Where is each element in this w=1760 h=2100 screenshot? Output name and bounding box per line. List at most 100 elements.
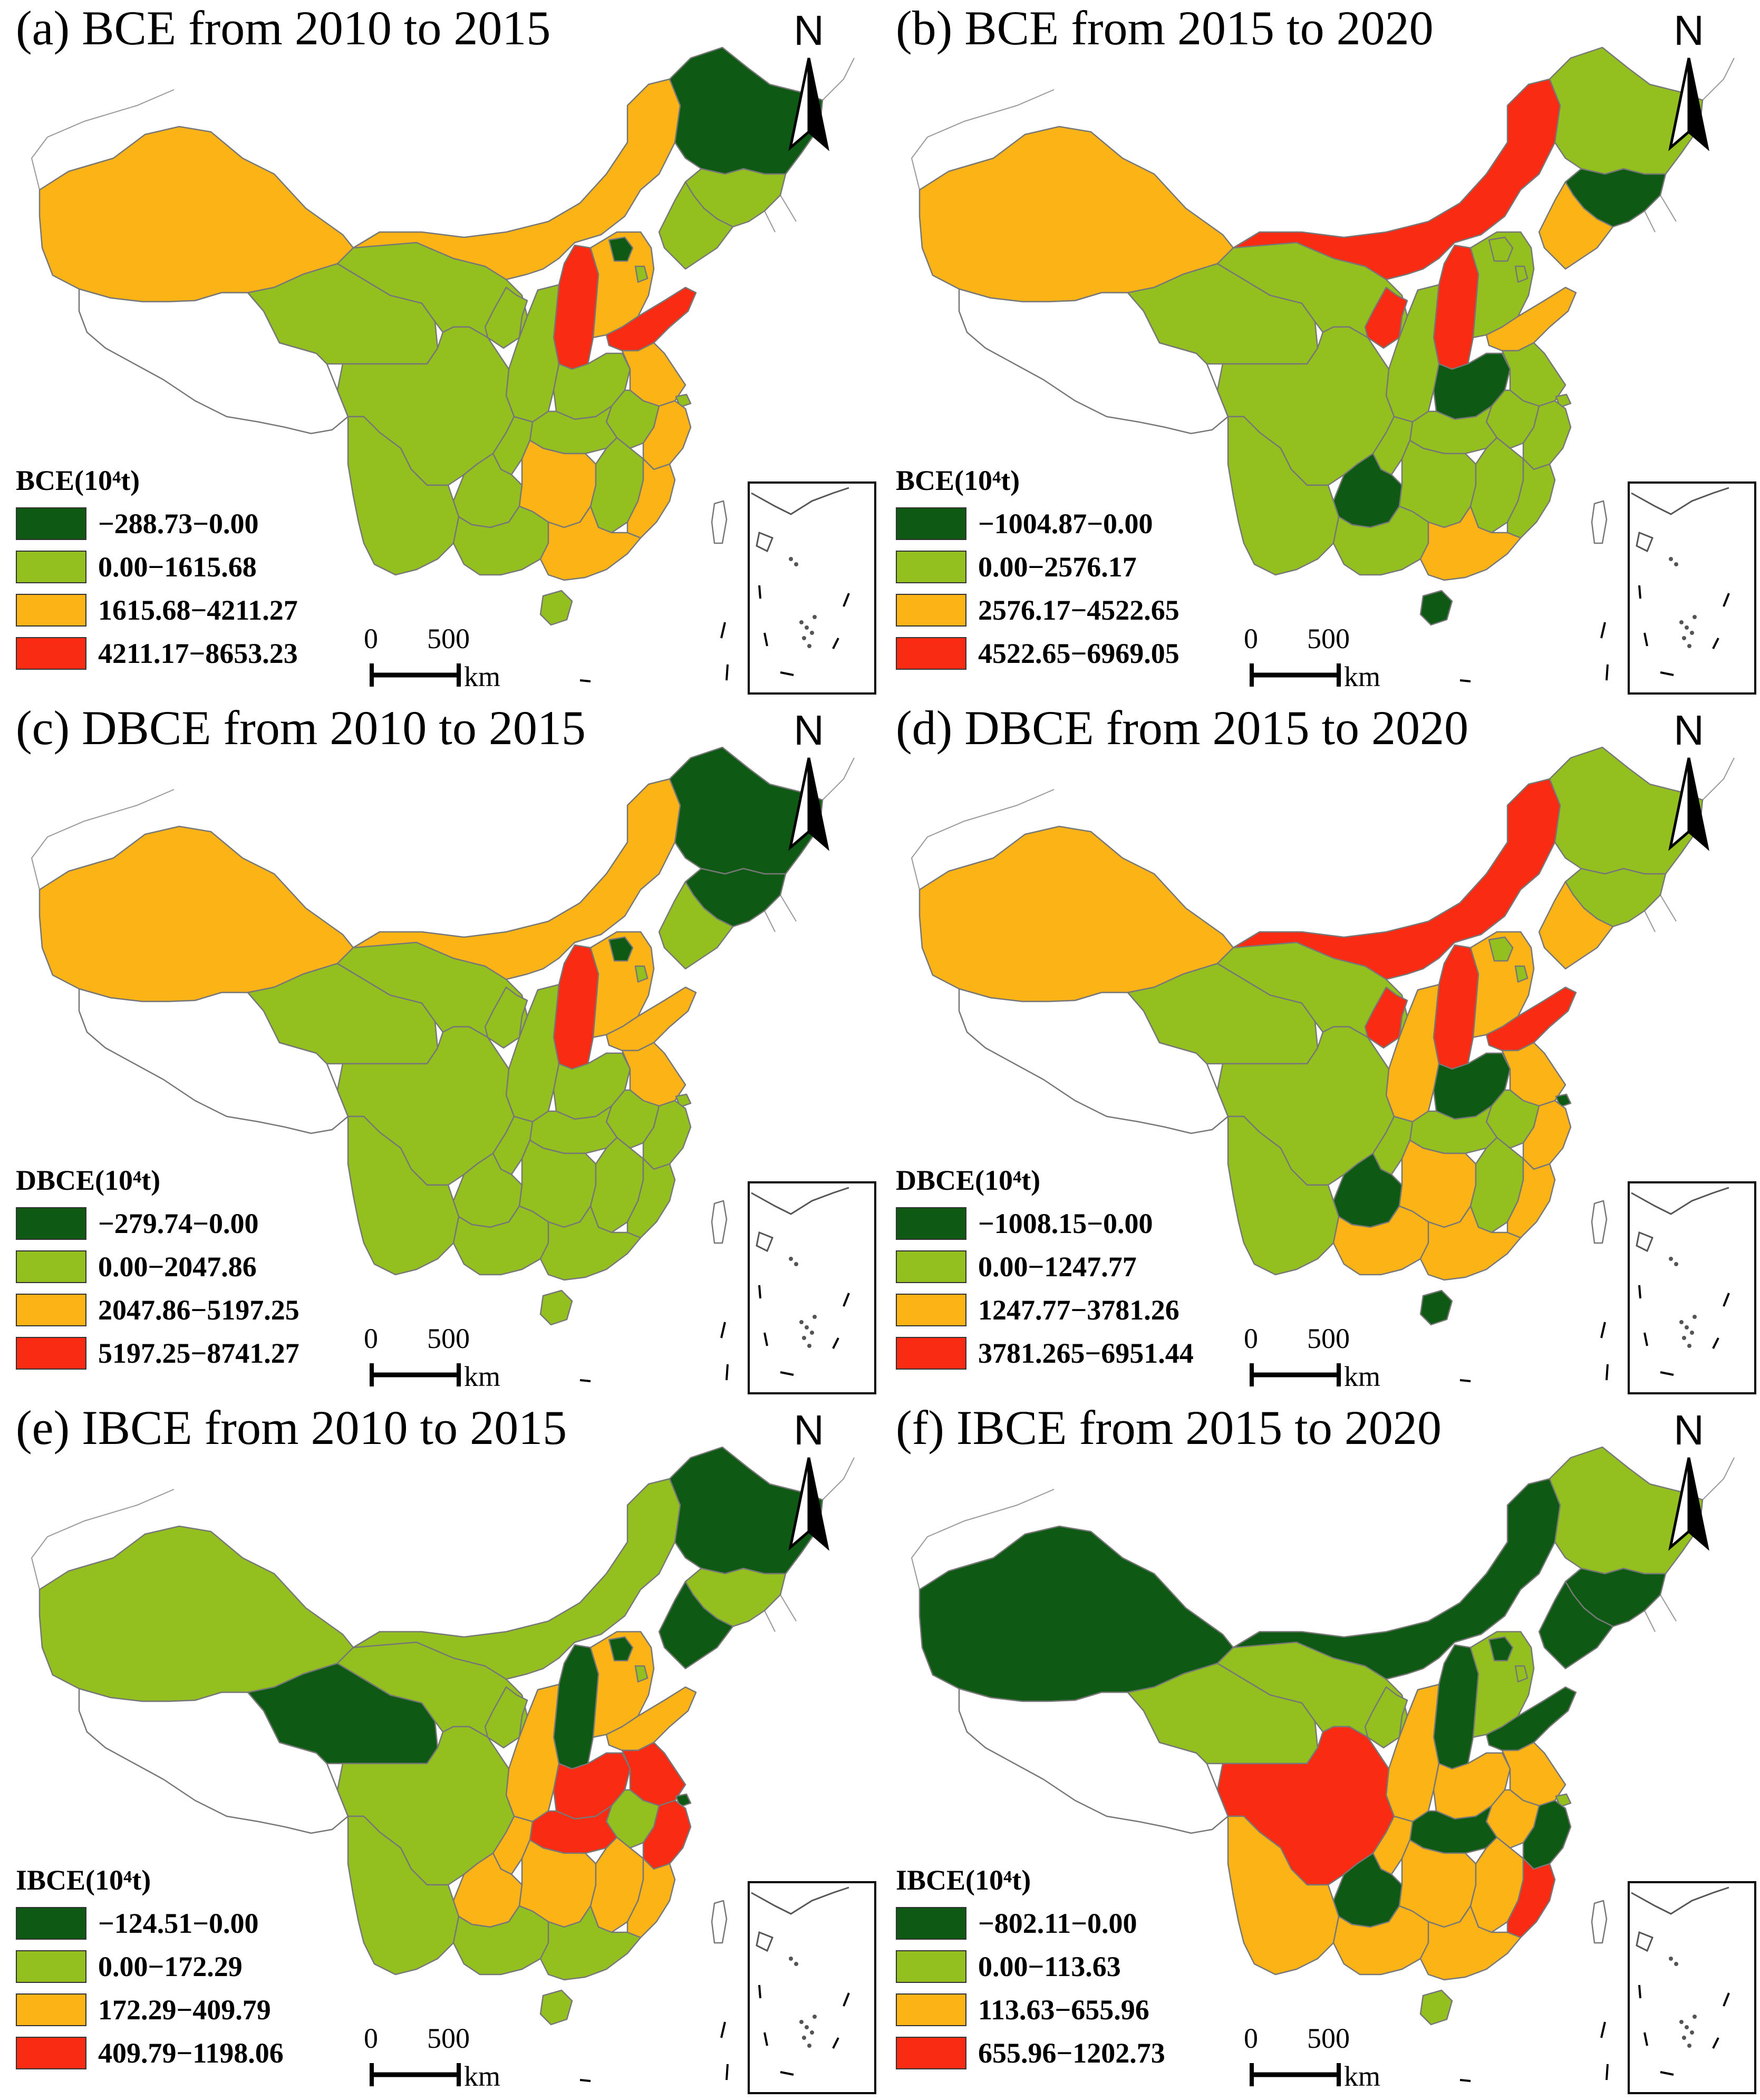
province-region (484, 286, 528, 349)
province-region (621, 1042, 686, 1107)
choropleth-map (911, 746, 1756, 1394)
legend-swatch (16, 1207, 86, 1240)
neighbor-boundary-line (911, 57, 1735, 233)
legend-label: 655.96−1202.73 (978, 2037, 1165, 2069)
province-region (658, 1581, 734, 1670)
legend-label: 4522.65−6969.05 (978, 638, 1179, 669)
legend-label: 0.00−172.29 (98, 1951, 243, 1982)
province-region (634, 1665, 649, 1683)
legend-label: 1247.77−3781.26 (978, 1294, 1179, 1326)
province-region (1549, 46, 1704, 175)
province-region (539, 1989, 573, 2026)
legend-swatch (16, 507, 86, 540)
legend-swatch (16, 1950, 86, 1983)
legend-label: 0.00−2047.86 (98, 1251, 257, 1283)
neighbor-boundary-line (911, 757, 1735, 932)
neighbor-boundary-line (911, 1457, 1735, 1632)
legend-item: −124.51−0.00 (16, 1902, 284, 1945)
legend-swatch (16, 594, 86, 627)
province-region (1364, 1686, 1408, 1749)
province-region (1364, 286, 1408, 349)
scale-500: 500 (427, 623, 470, 654)
north-arrow-icon: N (1668, 1407, 1709, 1551)
legend-item: −802.11−0.00 (896, 1902, 1165, 1945)
scale-bar: 0 500 km (1244, 1322, 1402, 1396)
scale-unit: km (464, 661, 501, 692)
province-region (1419, 1989, 1453, 2026)
legend-swatch (896, 1950, 966, 1983)
province-region (1522, 1799, 1572, 1870)
scale-500: 500 (1307, 2022, 1350, 2054)
province-region (642, 400, 692, 470)
south-china-sea-inset (1628, 1881, 1756, 2094)
province-region (1501, 1741, 1566, 1807)
scale-bar: 0 500 km (1244, 622, 1402, 696)
province-region (669, 46, 824, 175)
north-label: N (794, 1407, 824, 1453)
province-region (1591, 1200, 1608, 1244)
choropleth-map (911, 46, 1756, 695)
north-label: N (1674, 7, 1704, 54)
province-region (539, 1289, 573, 1326)
legend-label: −1008.15−0.00 (978, 1208, 1153, 1239)
legend-item: 409.79−1198.06 (16, 2031, 284, 2075)
province-region (626, 458, 676, 539)
province-region (1419, 505, 1522, 581)
legend-label: 0.00−1615.68 (98, 551, 257, 583)
legend-swatch (16, 2037, 86, 2069)
legend-label: 0.00−1247.77 (978, 1251, 1137, 1283)
legend-swatch (16, 1250, 86, 1283)
province-region (711, 1900, 728, 1944)
province-region (553, 244, 599, 370)
legend-swatch (896, 1337, 966, 1370)
neighbor-boundary-line (31, 757, 855, 932)
map-legend: BCE(10⁴t) −288.73−0.00 0.00−1615.68 1615… (16, 464, 298, 675)
neighbor-boundary-line (31, 1457, 855, 1632)
map-legend: IBCE(10⁴t) −802.11−0.00 0.00−113.63 113.… (896, 1864, 1165, 2075)
province-region (1506, 1857, 1556, 1939)
legend-item: −1008.15−0.00 (896, 1202, 1194, 1245)
panel-title: (a) BCE from 2010 to 2015 (16, 1, 551, 55)
scale-zero: 0 (364, 2022, 378, 2054)
legend-label: −1004.87−0.00 (978, 508, 1153, 540)
choropleth-map (31, 46, 876, 695)
legend-swatch (896, 2037, 966, 2069)
province-region (484, 986, 528, 1049)
legend-swatch (896, 1993, 966, 2026)
legend-label: 172.29−409.79 (98, 1994, 271, 2026)
legend-swatch (896, 637, 966, 670)
province-region (1538, 181, 1614, 270)
legend-swatch (896, 1907, 966, 1940)
legend-swatch (16, 1337, 86, 1370)
province-region (539, 1905, 642, 1981)
province-region (1538, 1581, 1614, 1670)
province-region (711, 500, 728, 544)
legend-swatch (16, 637, 86, 670)
north-label: N (794, 7, 824, 54)
legend-item: −279.74−0.00 (16, 1202, 299, 1245)
map-legend: BCE(10⁴t) −1004.87−0.00 0.00−2576.17 257… (896, 464, 1179, 675)
legend-item: 4522.65−6969.05 (896, 632, 1179, 675)
legend-label: −279.74−0.00 (98, 1208, 259, 1239)
province-region (621, 342, 686, 407)
scale-zero: 0 (1244, 2022, 1258, 2054)
scale-zero: 0 (1244, 1323, 1258, 1354)
legend-label: 2047.86−5197.25 (98, 1294, 299, 1326)
legend-item: 0.00−1615.68 (16, 545, 298, 589)
legend-swatch (896, 1250, 966, 1283)
choropleth-map (31, 1446, 876, 2094)
province-region (1364, 986, 1408, 1049)
province-region (553, 1644, 599, 1770)
province-region (1488, 936, 1514, 962)
scale-bar: 0 500 km (364, 622, 522, 696)
province-region (1591, 1900, 1608, 1944)
legend-item: 1247.77−3781.26 (896, 1288, 1194, 1332)
province-region (1514, 265, 1529, 283)
choropleth-map (31, 746, 876, 1394)
legend-label: −802.11−0.00 (978, 1908, 1137, 1939)
province-region (608, 236, 634, 262)
province-region (626, 1857, 676, 1939)
north-arrow-icon: N (788, 1407, 829, 1551)
province-region (1538, 881, 1614, 970)
legend-item: 0.00−2047.86 (16, 1245, 299, 1288)
